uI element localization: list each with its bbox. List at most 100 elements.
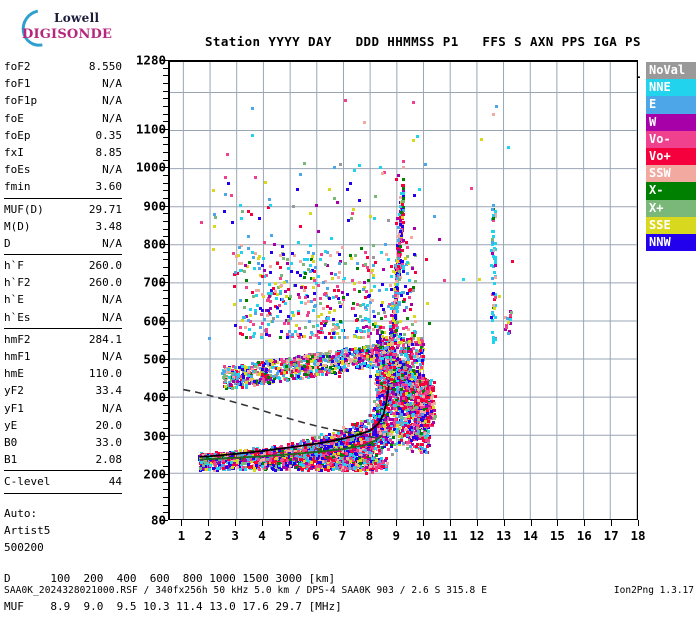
param-value: N/A xyxy=(102,310,122,324)
param-row: MUF(D) 29.71 xyxy=(4,201,122,218)
param-group-confidence: C-level 44 xyxy=(4,473,122,490)
y-tick-label: 800 xyxy=(143,236,166,252)
param-key: foEs xyxy=(4,163,31,177)
param-divider xyxy=(4,492,122,494)
param-key: yE xyxy=(4,418,18,432)
y-tick-mark xyxy=(163,228,168,230)
y-tick-mark xyxy=(163,290,168,291)
param-value: 29.71 xyxy=(88,202,122,216)
y-tick-mark xyxy=(163,428,168,429)
y-tick-mark xyxy=(163,351,168,353)
y-tick-mark xyxy=(160,435,168,437)
lowell-digisonde-logo: Lowell DIGISONDE xyxy=(8,2,126,54)
y-tick-mark xyxy=(163,98,168,100)
param-key: h`E xyxy=(4,293,24,307)
y-tick-mark xyxy=(163,313,168,314)
y-tick-mark xyxy=(163,83,168,84)
param-value: N/A xyxy=(102,401,122,415)
y-tick-mark xyxy=(163,175,168,176)
ionogram-plot-area[interactable] xyxy=(168,60,638,520)
param-row: B0 33.0 xyxy=(4,434,122,451)
param-key: foF2 xyxy=(4,60,31,73)
y-tick-mark xyxy=(163,489,168,491)
y-tick-mark xyxy=(163,420,168,422)
param-key: yF2 xyxy=(4,384,24,398)
param-key: fxI xyxy=(4,145,24,159)
y-tick-mark xyxy=(163,389,168,391)
y-tick-mark xyxy=(160,60,168,61)
ionospheric-parameters-panel: foF2 8.550 foF1 N/A foF1p N/A foE N/A foEp 0.35 fx… xyxy=(4,58,122,496)
echo-point xyxy=(367,421,370,425)
y-tick-mark xyxy=(160,359,168,360)
param-divider xyxy=(4,470,122,472)
auto-code: 500200 xyxy=(4,541,44,555)
param-key: C-level xyxy=(4,475,51,489)
y-tick-mark xyxy=(163,221,168,222)
param-row: fxI 8.85 xyxy=(4,144,122,161)
param-key: M(D) xyxy=(4,219,31,233)
echo-point xyxy=(318,435,322,439)
param-row: h`Es N/A xyxy=(4,309,122,326)
y-tick-mark xyxy=(163,267,168,268)
param-row: B1 2.08 xyxy=(4,451,122,468)
echo-point xyxy=(331,432,335,436)
param-key: MUF(D) xyxy=(4,202,44,216)
param-row: D N/A xyxy=(4,235,122,252)
y-tick-mark xyxy=(163,274,168,276)
y-tick-mark xyxy=(163,366,168,368)
y-tick-mark xyxy=(163,466,168,468)
y-tick-mark xyxy=(160,244,168,245)
logo-lowell-text: Lowell xyxy=(54,11,100,25)
param-value: 2.08 xyxy=(95,453,123,467)
y-tick-mark xyxy=(160,129,168,130)
echo-point xyxy=(371,470,375,474)
echo-point xyxy=(343,449,347,453)
param-row: h`E N/A xyxy=(4,291,122,308)
param-value: 3.48 xyxy=(95,219,123,233)
y-tick-mark xyxy=(163,198,168,199)
echo-point xyxy=(365,418,369,422)
y-tick-label: 700 xyxy=(143,274,166,290)
param-row: fmin 3.60 xyxy=(4,178,122,195)
param-value: N/A xyxy=(102,293,122,307)
y-tick-mark xyxy=(163,374,168,376)
param-row: foF2 8.550 xyxy=(4,58,122,75)
y-tick-mark xyxy=(163,458,168,460)
param-row: foE N/A xyxy=(4,110,122,127)
y-tick-label: 1100 xyxy=(135,121,166,137)
y-tick-mark xyxy=(163,497,168,498)
param-row: hmF2 284.1 xyxy=(4,331,122,348)
param-key: yF1 xyxy=(4,401,24,415)
param-divider xyxy=(4,327,122,329)
param-row: h`F2 260.0 xyxy=(4,274,122,291)
y-tick-mark xyxy=(163,67,168,69)
param-key: B0 xyxy=(4,435,18,449)
param-value: N/A xyxy=(102,94,122,108)
y-tick-mark xyxy=(163,443,168,445)
param-value: 284.1 xyxy=(88,332,122,346)
y-tick-label: 900 xyxy=(143,198,166,214)
y-tick-label: 500 xyxy=(143,351,166,367)
y-tick-mark xyxy=(163,90,168,92)
param-row: hmF1 N/A xyxy=(4,348,122,365)
param-value: N/A xyxy=(102,77,122,91)
param-value: 110.0 xyxy=(88,367,122,381)
param-key: D xyxy=(4,236,11,250)
y-tick-mark xyxy=(160,474,168,475)
y-axis-ticks xyxy=(160,60,168,521)
y-tick-mark xyxy=(163,136,168,138)
param-key: hmF2 xyxy=(4,332,31,346)
echo-point xyxy=(342,426,346,430)
y-tick-mark xyxy=(163,152,168,153)
param-value: 33.0 xyxy=(95,435,123,449)
param-row: yE 20.0 xyxy=(4,417,122,434)
param-value: N/A xyxy=(102,236,122,250)
auto-software: Artist5 xyxy=(4,524,51,538)
param-key: hmE xyxy=(4,367,24,381)
param-key: B1 xyxy=(4,453,18,467)
param-value: 8.550 xyxy=(88,60,122,73)
y-tick-mark xyxy=(163,121,168,123)
echo-point xyxy=(278,445,282,449)
y-tick-label: 300 xyxy=(143,428,166,444)
param-value: 8.85 xyxy=(95,145,123,159)
